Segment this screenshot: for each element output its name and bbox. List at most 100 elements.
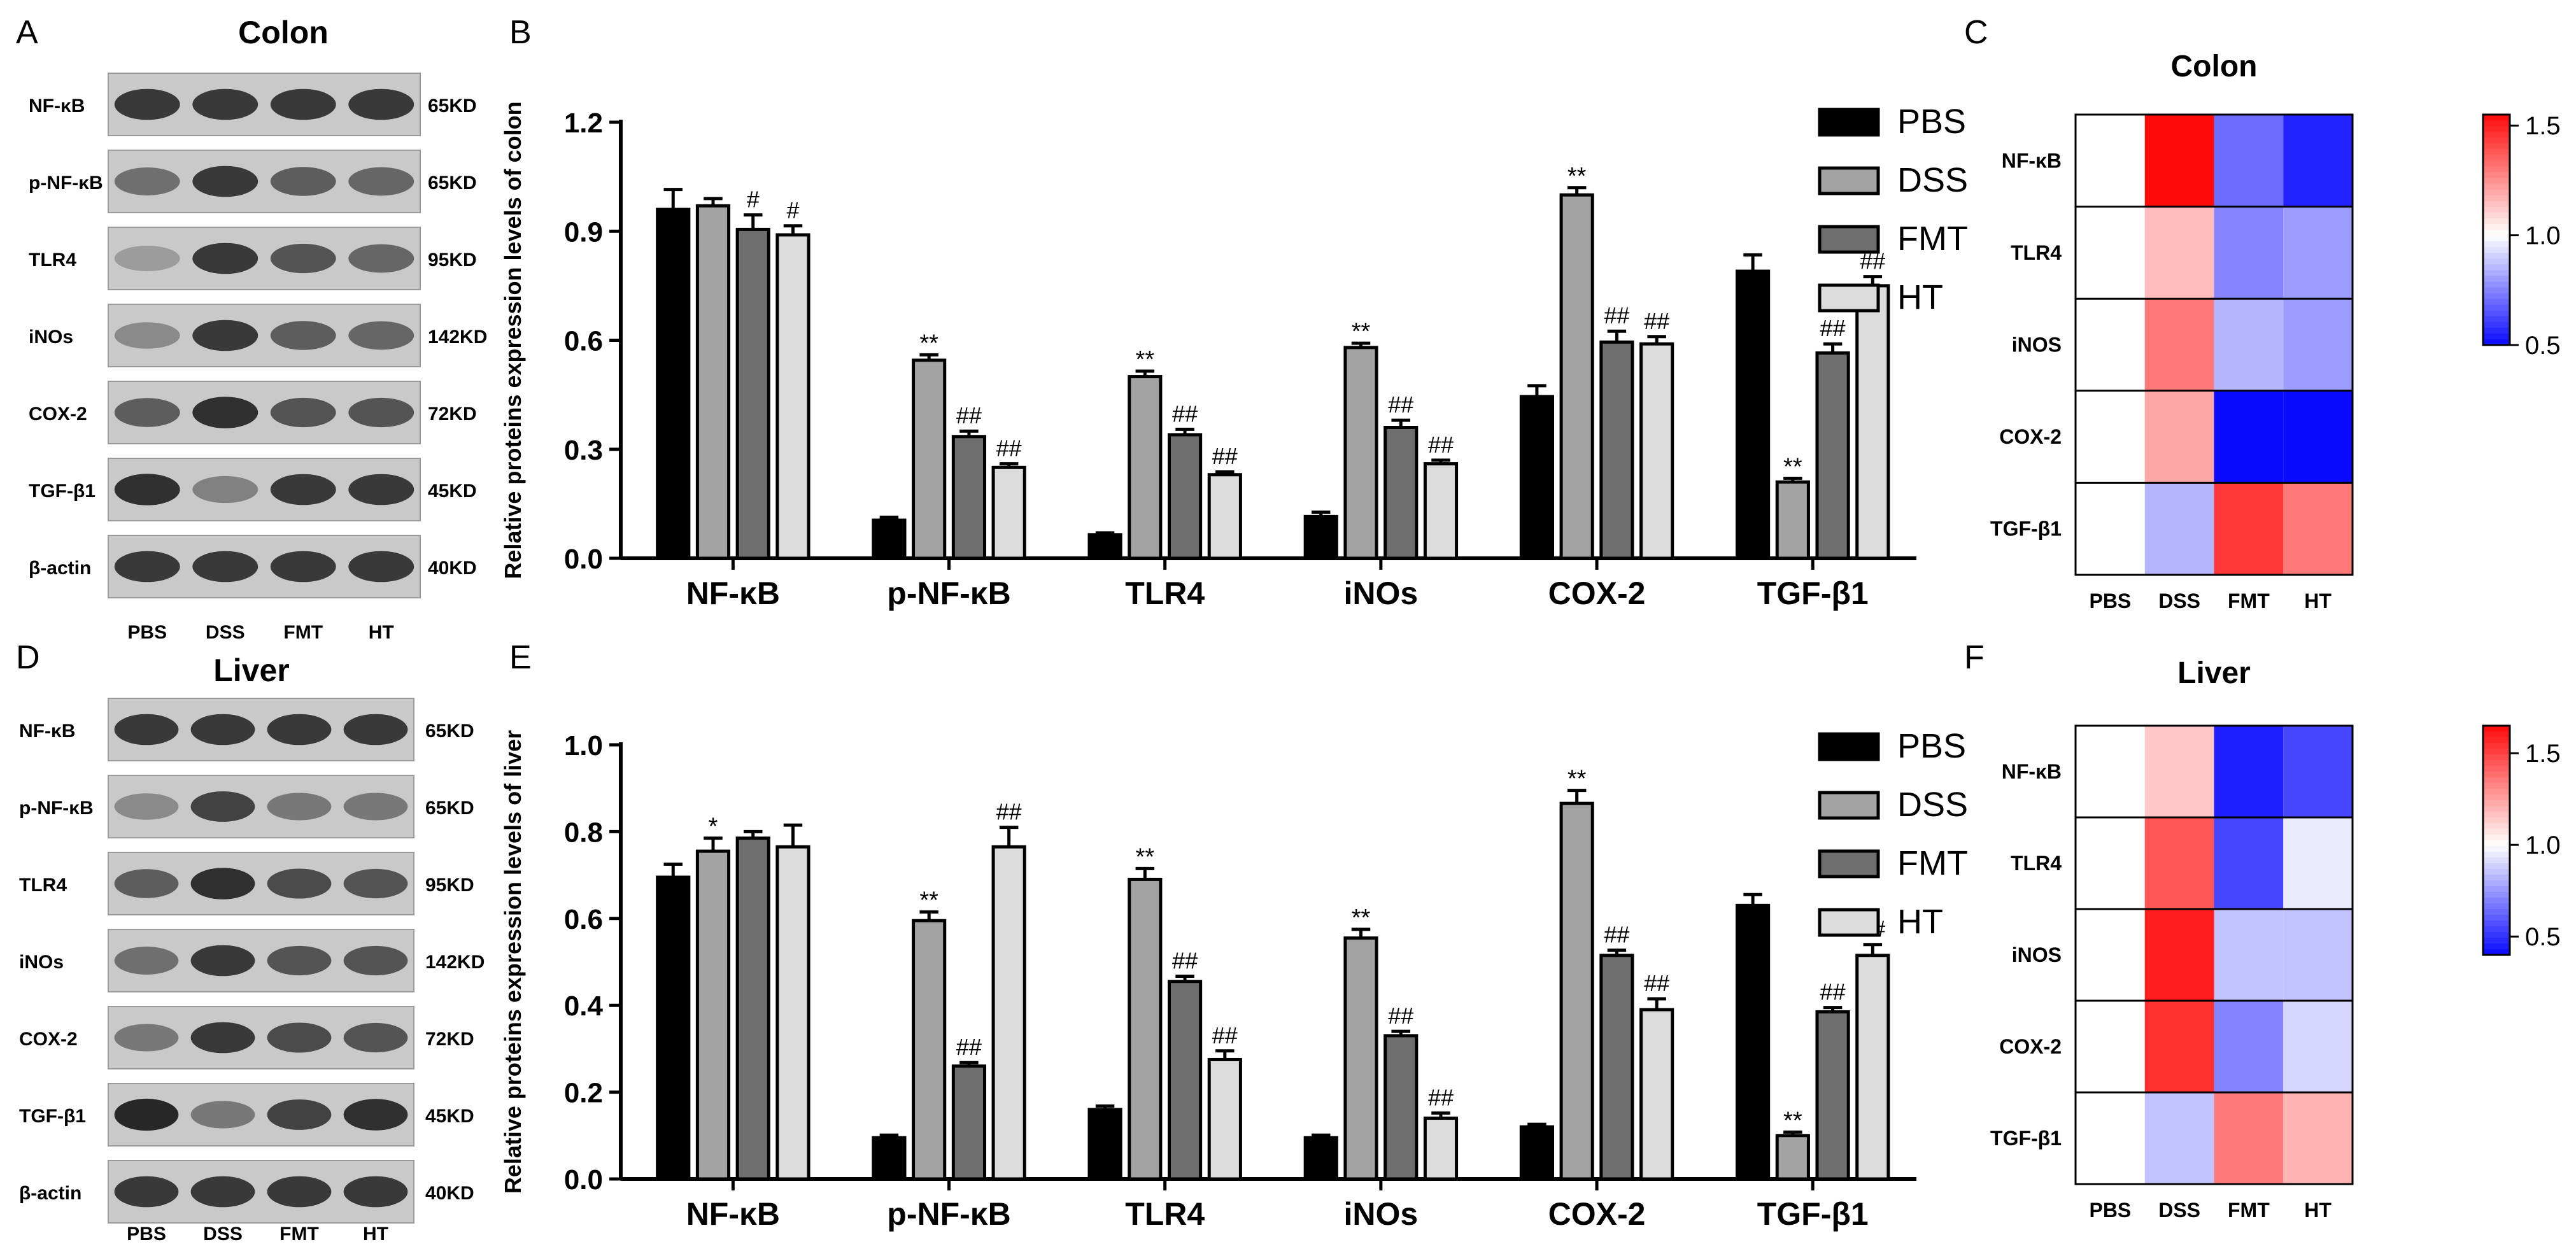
western-blot-colon: Colon NF-κB 65KD p-NF-κB 65KD TLR4 95KD iNOs 14… [29, 15, 487, 643]
blot-protein-label: β-actin [19, 1183, 81, 1204]
bar [775, 845, 810, 1181]
bar [991, 845, 1026, 1181]
colorbar-segment [2483, 772, 2510, 778]
blot-protein-label: TLR4 [29, 250, 76, 271]
blot-band [270, 474, 336, 505]
heatmap-cell [2076, 1092, 2145, 1184]
blot-band [348, 244, 414, 273]
heatmap-colon: Colon NF-κB TLR4 iNOS COX-2 TGF-β1 PBS DSS FMT HT… [1990, 50, 2561, 612]
blot-band [270, 397, 336, 428]
colorbar-segment [2483, 304, 2510, 311]
bar [1735, 269, 1771, 560]
blot-band [267, 1099, 332, 1130]
significance-mark: ## [1388, 1003, 1413, 1029]
significance-mark: ## [956, 1034, 982, 1060]
blot-band [114, 246, 180, 271]
blot-lane-label: HT [363, 1224, 388, 1245]
significance-mark: ## [1212, 1022, 1238, 1048]
bar [735, 227, 770, 560]
bar [1087, 1108, 1122, 1181]
colorbar-segment [2483, 737, 2510, 744]
significance-mark: ** [919, 330, 938, 356]
blot-band [348, 551, 414, 582]
heatmap-cell [2144, 817, 2214, 909]
panel-label-c: C [1964, 14, 1988, 51]
blot-lane-label: FMT [280, 1224, 319, 1245]
colorbar-segment [2483, 754, 2510, 761]
heatmap-cell [2144, 390, 2214, 483]
bar [1303, 1136, 1338, 1181]
significance-mark: ** [1783, 453, 1802, 480]
blot-band [270, 167, 336, 196]
colorbar-segment [2483, 869, 2510, 875]
blot-kd-label: 45KD [428, 481, 477, 502]
significance-mark: ## [1644, 970, 1669, 996]
colorbar-segment [2483, 155, 2510, 162]
colorbar-segment [2483, 183, 2510, 190]
blot-band [270, 243, 336, 274]
significance-mark: # [747, 187, 760, 213]
colorbar-segment [2483, 863, 2510, 870]
heatmap-cell [2144, 206, 2214, 299]
bar [695, 849, 731, 1181]
bar-chart-colon: 0.0 0.3 0.6 0.9 1.2 Relative proteins express… [500, 101, 1916, 611]
heatmap-cell [2214, 817, 2284, 909]
blot-kd-label: 65KD [425, 721, 474, 742]
colorbar-segment [2483, 276, 2510, 283]
colorbar-segment [2483, 726, 2510, 732]
heatmap-row-label: COX-2 [1999, 1035, 2062, 1058]
heatmap-cell [2144, 1001, 2214, 1092]
heatmap-cell [2283, 483, 2353, 575]
heatmap-cell [2283, 390, 2353, 483]
colorbar-segment [2483, 212, 2510, 219]
blot-kd-label: 45KD [425, 1106, 474, 1127]
y-tick-label: 0.6 [564, 326, 603, 357]
y-tick-label: 0.6 [564, 904, 603, 935]
blot-band [343, 945, 408, 976]
x-tick-label: p-NF-κB [887, 1196, 1010, 1232]
bar-chart-liver: 0.0 0.2 0.4 0.6 0.8 1.0 Relative proteins expr… [500, 730, 1916, 1232]
blot-band [190, 1176, 255, 1208]
heatmap-border [2074, 724, 2354, 1185]
significance-mark: ## [1604, 922, 1629, 948]
x-tick-label: COX-2 [1548, 1196, 1646, 1232]
blot-band [343, 1099, 408, 1131]
heatmap-row-label: NF-κB [2002, 760, 2062, 783]
colorbar-segment [2483, 886, 2510, 893]
colorbar-segment [2483, 206, 2510, 213]
colorbar-segment [2483, 321, 2510, 328]
heatmap-cell [2283, 909, 2353, 1001]
heatmap-cell [2144, 115, 2214, 207]
colorbar-segment [2483, 835, 2510, 841]
x-tick-label: NF-κB [686, 575, 780, 611]
bar [1599, 340, 1634, 560]
colorbar-segment [2483, 166, 2510, 173]
significance-mark: ** [1352, 318, 1371, 345]
blot-lane-label: FMT [283, 622, 323, 643]
heatmap-cell [2283, 726, 2353, 817]
colorbar-segment [2483, 316, 2510, 323]
y-tick-label: 0.8 [564, 817, 603, 848]
bar [1343, 936, 1378, 1181]
blot-band [343, 868, 408, 899]
colorbar-segment [2483, 241, 2510, 248]
blot-kd-label: 142KD [428, 327, 487, 348]
y-axis-title: Relative proteins expression levels of l… [500, 730, 526, 1194]
blot-band [348, 321, 414, 350]
blot-band [192, 88, 258, 120]
colorbar-segment [2483, 120, 2510, 127]
colorbar-segment [2483, 857, 2510, 864]
blot-band [192, 166, 258, 197]
heatmap-cell [2283, 817, 2353, 909]
blot-protein-label: TGF-β1 [19, 1106, 86, 1127]
bar [1207, 1057, 1242, 1181]
bar [1423, 1117, 1459, 1181]
significance-mark: ** [1568, 163, 1587, 190]
bar [735, 836, 770, 1181]
heatmap-col-label: DSS [2158, 589, 2200, 612]
bar [991, 465, 1026, 560]
significance-mark: ## [996, 435, 1022, 462]
significance-mark: ## [1820, 315, 1846, 341]
blot-protein-label: iNOs [29, 327, 73, 348]
heatmap-cell [2214, 390, 2284, 483]
